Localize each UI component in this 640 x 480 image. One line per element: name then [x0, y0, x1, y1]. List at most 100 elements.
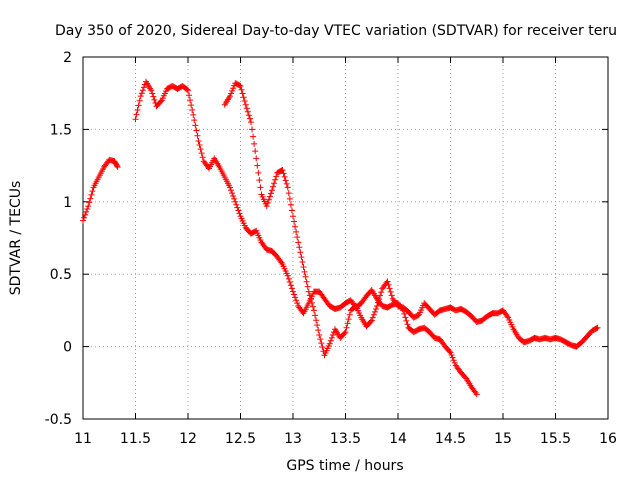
data-point: [294, 300, 301, 307]
data-point: [246, 115, 253, 122]
data-point: [239, 90, 246, 97]
data-point: [81, 214, 88, 221]
data-point: [230, 85, 237, 92]
x-axis-title: GPS time / hours: [286, 458, 403, 474]
data-point: [273, 173, 280, 180]
data-point: [87, 195, 94, 202]
data-point: [136, 97, 143, 104]
data-point: [292, 294, 299, 301]
data-point: [254, 162, 261, 169]
data-point: [228, 187, 235, 194]
y-tick-label: -0.5: [45, 412, 72, 428]
series-satellite-arc-2: [132, 78, 480, 398]
data-point: [447, 349, 454, 356]
data-point: [292, 223, 299, 230]
data-point: [227, 93, 233, 100]
data-point: [368, 317, 375, 324]
data-point: [244, 108, 251, 115]
data-point: [312, 312, 319, 319]
data-point: [251, 140, 258, 147]
data-point: [198, 150, 205, 157]
data-point: [233, 201, 240, 208]
x-axis: 11 11.5 12 12.5 13 13.5 14 14.5 15 15.5 16: [74, 57, 617, 447]
data-point: [253, 155, 260, 162]
data-point: [82, 211, 89, 218]
data-point: [193, 127, 200, 134]
data-point: [288, 207, 295, 214]
data-point: [301, 268, 308, 275]
x-tick-label: 15.5: [540, 431, 571, 447]
data-point: [344, 320, 351, 327]
data-point: [376, 296, 383, 303]
data-point: [243, 105, 250, 112]
data-point: [297, 249, 304, 256]
y-axis-title: SDTVAR / TECUs: [8, 181, 24, 296]
data-point: [450, 357, 457, 364]
data-point: [287, 282, 294, 289]
data-point: [240, 94, 247, 101]
x-tick-label: 12: [179, 431, 197, 447]
data-point: [188, 102, 195, 109]
data-point: [249, 126, 256, 133]
data-point: [265, 196, 272, 203]
data-point: [248, 119, 254, 126]
data-point: [250, 133, 257, 140]
data-point: [88, 191, 95, 198]
data-point: [272, 176, 279, 183]
data-point: [291, 291, 298, 298]
y-tick-label: 1: [63, 195, 72, 211]
data-point: [230, 193, 237, 200]
data-point: [114, 162, 121, 169]
data-point: [374, 303, 380, 310]
data-point: [290, 288, 296, 295]
data-point: [263, 203, 270, 210]
data-point: [83, 208, 90, 215]
data-point: [375, 299, 382, 306]
data-point: [227, 184, 233, 191]
data-point: [134, 106, 141, 113]
data-point: [191, 117, 198, 124]
data-point: [293, 297, 300, 304]
data-point: [448, 351, 455, 358]
data-point: [149, 90, 156, 97]
data-point: [472, 389, 479, 396]
grid-layer: [83, 57, 608, 419]
data-point: [402, 314, 409, 321]
x-tick-label: 11: [74, 431, 92, 447]
data-point: [140, 84, 147, 91]
data-point: [283, 180, 290, 187]
data-point: [151, 96, 158, 103]
data-point: [80, 217, 86, 224]
data-point: [284, 272, 291, 279]
data-point: [271, 180, 278, 187]
data-point: [306, 292, 313, 299]
data-point: [133, 111, 140, 118]
data-point: [286, 279, 293, 286]
data-point: [229, 190, 236, 197]
data-point: [228, 90, 235, 97]
data-point: [386, 285, 393, 292]
data-point: [293, 228, 300, 235]
data-point: [449, 354, 456, 361]
data-point: [280, 170, 287, 177]
data-point: [199, 154, 206, 161]
data-point: [132, 116, 139, 123]
data-point: [342, 329, 349, 336]
x-tick-label: 13.5: [330, 431, 361, 447]
y-tick-label: 0.5: [50, 267, 72, 283]
data-point: [279, 166, 286, 173]
data-point: [138, 90, 145, 97]
data-point: [317, 336, 324, 343]
series-satellite-arc-1: [80, 156, 121, 224]
data-marks: [80, 78, 601, 398]
data-point: [85, 203, 92, 210]
data-point: [387, 288, 394, 295]
data-point: [401, 310, 408, 317]
data-point: [242, 101, 249, 108]
data-point: [252, 148, 259, 155]
data-point: [378, 289, 385, 296]
data-point: [234, 204, 241, 211]
data-point: [367, 318, 374, 325]
data-point: [236, 210, 243, 217]
data-point: [346, 311, 353, 318]
